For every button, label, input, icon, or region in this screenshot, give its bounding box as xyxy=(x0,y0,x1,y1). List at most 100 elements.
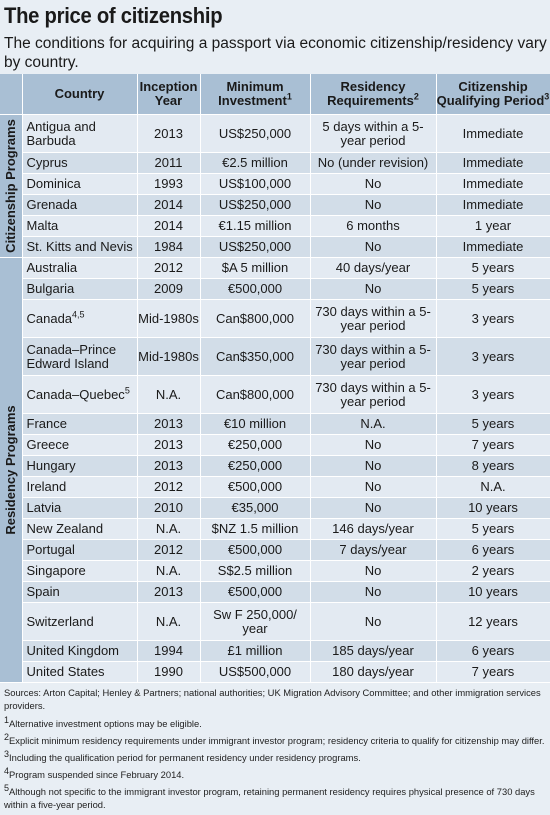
cell-inception-year: 2013 xyxy=(137,581,201,603)
table-row: Hungary 2013 €250,000 No 8 years xyxy=(0,455,550,477)
table-body: Citizenship Programs Antigua and Barbuda 2… xyxy=(0,114,550,683)
cell-country: Bulgaria xyxy=(22,278,138,300)
cell-residency-requirement: No xyxy=(310,236,437,258)
cell-inception-year: N.A. xyxy=(137,560,201,582)
table-row: United Kingdom 1994 £1 million 185 days/yea… xyxy=(0,640,550,662)
cell-country: Spain xyxy=(22,581,138,603)
cell-residency-requirement: 7 days/year xyxy=(310,539,437,561)
cell-residency-requirement: 730 days within a 5-year period xyxy=(310,375,437,414)
cell-qualifying-period: 8 years xyxy=(436,455,550,477)
footnote-number: 2 xyxy=(4,731,10,742)
table-row: Bulgaria 2009 €500,000 No 5 years xyxy=(0,278,550,300)
table-row: St. Kitts and Nevis 1984 US$250,000 No Immed… xyxy=(0,236,550,258)
cell-qualifying-period: Immediate xyxy=(436,236,550,258)
cell-residency-requirement: 146 days/year xyxy=(310,518,437,540)
column-header-investment: Minimum Investment1 xyxy=(200,74,311,115)
cell-minimum-investment: US$500,000 xyxy=(200,661,311,683)
footnote-number: 3 xyxy=(4,748,10,759)
cell-minimum-investment: US$250,000 xyxy=(200,114,311,153)
cell-residency-requirement: 185 days/year xyxy=(310,640,437,662)
cell-country: France xyxy=(22,413,138,435)
cell-country: Canada–Quebec5 xyxy=(22,375,138,414)
cell-residency-requirement: No xyxy=(310,581,437,603)
cell-qualifying-period: 2 years xyxy=(436,560,550,582)
cell-residency-requirement: No xyxy=(310,497,437,519)
footnote-item: 1Alternative investment options may be e… xyxy=(4,714,202,729)
footnote-list: 1Alternative investment options may be e… xyxy=(4,714,546,811)
cell-inception-year: 1994 xyxy=(137,640,201,662)
cell-country: Canada–Prince Edward Island xyxy=(22,337,138,376)
footnote-item: 2Explicit minimum residency requirements… xyxy=(4,731,545,746)
cell-residency-requirement: No (under revision) xyxy=(310,152,437,174)
cell-residency-requirement: 180 days/year xyxy=(310,661,437,683)
footnote-marker: 4,5 xyxy=(72,309,85,320)
cell-minimum-investment: €35,000 xyxy=(200,497,311,519)
cell-minimum-investment: €2.5 million xyxy=(200,152,311,174)
cell-qualifying-period: 5 years xyxy=(436,257,550,279)
cell-minimum-investment: €1.15 million xyxy=(200,215,311,237)
cell-residency-requirement: No xyxy=(310,602,437,641)
cell-qualifying-period: 5 years xyxy=(436,413,550,435)
page-title: The price of citizenship xyxy=(4,3,223,28)
cell-qualifying-period: 10 years xyxy=(436,497,550,519)
cell-minimum-investment: €10 million xyxy=(200,413,311,435)
group-citizenship-programs: Citizenship Programs xyxy=(0,114,23,258)
cell-inception-year: N.A. xyxy=(137,375,201,414)
cell-qualifying-period: 1 year xyxy=(436,215,550,237)
cell-country: Hungary xyxy=(22,455,138,477)
cell-minimum-investment: $A 5 million xyxy=(200,257,311,279)
cell-residency-requirement: 730 days within a 5-year period xyxy=(310,337,437,376)
cell-residency-requirement: No xyxy=(310,434,437,456)
cell-minimum-investment: Can$350,000 xyxy=(200,337,311,376)
cell-qualifying-period: 3 years xyxy=(436,375,550,414)
cell-inception-year: 2012 xyxy=(137,257,201,279)
cell-country: St. Kitts and Nevis xyxy=(22,236,138,258)
cell-inception-year: 1984 xyxy=(137,236,201,258)
cell-country: Canada4,5 xyxy=(22,299,138,338)
cell-country: Switzerland xyxy=(22,602,138,641)
cell-inception-year: 2009 xyxy=(137,278,201,300)
cell-residency-requirement: 730 days within a 5-year period xyxy=(310,299,437,338)
header-row: Country Inception Year Minimum Investmen… xyxy=(0,74,550,115)
cell-inception-year: 2013 xyxy=(137,114,201,153)
cell-country: Ireland xyxy=(22,476,138,498)
footnote-item: 5Although not specific to the immigrant … xyxy=(4,782,535,810)
table-row: Latvia 2010 €35,000 No 10 years xyxy=(0,497,550,519)
cell-country: Greece xyxy=(22,434,138,456)
cell-minimum-investment: US$250,000 xyxy=(200,194,311,216)
cell-residency-requirement: 6 months xyxy=(310,215,437,237)
cell-qualifying-period: N.A. xyxy=(436,476,550,498)
cell-inception-year: 2013 xyxy=(137,434,201,456)
table-row: Grenada 2014 US$250,000 No Immediate xyxy=(0,194,550,216)
group-residency-programs-label: Residency Programs xyxy=(2,405,18,535)
group-residency-programs: Residency Programs xyxy=(0,257,23,683)
cell-qualifying-period: 12 years xyxy=(436,602,550,641)
table-row: Portugal 2012 €500,000 7 days/year 6 years xyxy=(0,539,550,561)
footnote-number: 1 xyxy=(4,714,10,725)
cell-inception-year: 2011 xyxy=(137,152,201,174)
cell-inception-year: 2012 xyxy=(137,476,201,498)
cell-country: Singapore xyxy=(22,560,138,582)
table-row: Singapore N.A. S$2.5 million No 2 years xyxy=(0,560,550,582)
cell-qualifying-period: 3 years xyxy=(436,337,550,376)
cell-inception-year: 2010 xyxy=(137,497,201,519)
group-citizenship-programs-label: Citizenship Programs xyxy=(2,119,18,253)
table-row: Malta 2014 €1.15 million 6 months 1 year xyxy=(0,215,550,237)
cell-qualifying-period: 6 years xyxy=(436,640,550,662)
cell-inception-year: Mid-1980s xyxy=(137,299,201,338)
cell-country: Australia xyxy=(22,257,138,279)
cell-residency-requirement: No xyxy=(310,278,437,300)
footnote-number: 4 xyxy=(4,765,10,776)
cell-residency-requirement: 5 days within a 5-year period xyxy=(310,114,437,153)
cell-qualifying-period: Immediate xyxy=(436,173,550,195)
cell-residency-requirement: N.A. xyxy=(310,413,437,435)
cell-inception-year: Mid-1980s xyxy=(137,337,201,376)
table-container: Country Inception Year Minimum Investmen… xyxy=(0,74,550,683)
footnote-marker: 5 xyxy=(124,385,130,396)
cell-inception-year: 2012 xyxy=(137,539,201,561)
table-row: France 2013 €10 million N.A. 5 years xyxy=(0,413,550,435)
cell-inception-year: N.A. xyxy=(137,602,201,641)
sources-note: Sources: Arton Capital; Henley & Partner… xyxy=(4,687,541,711)
cell-qualifying-period: 5 years xyxy=(436,278,550,300)
